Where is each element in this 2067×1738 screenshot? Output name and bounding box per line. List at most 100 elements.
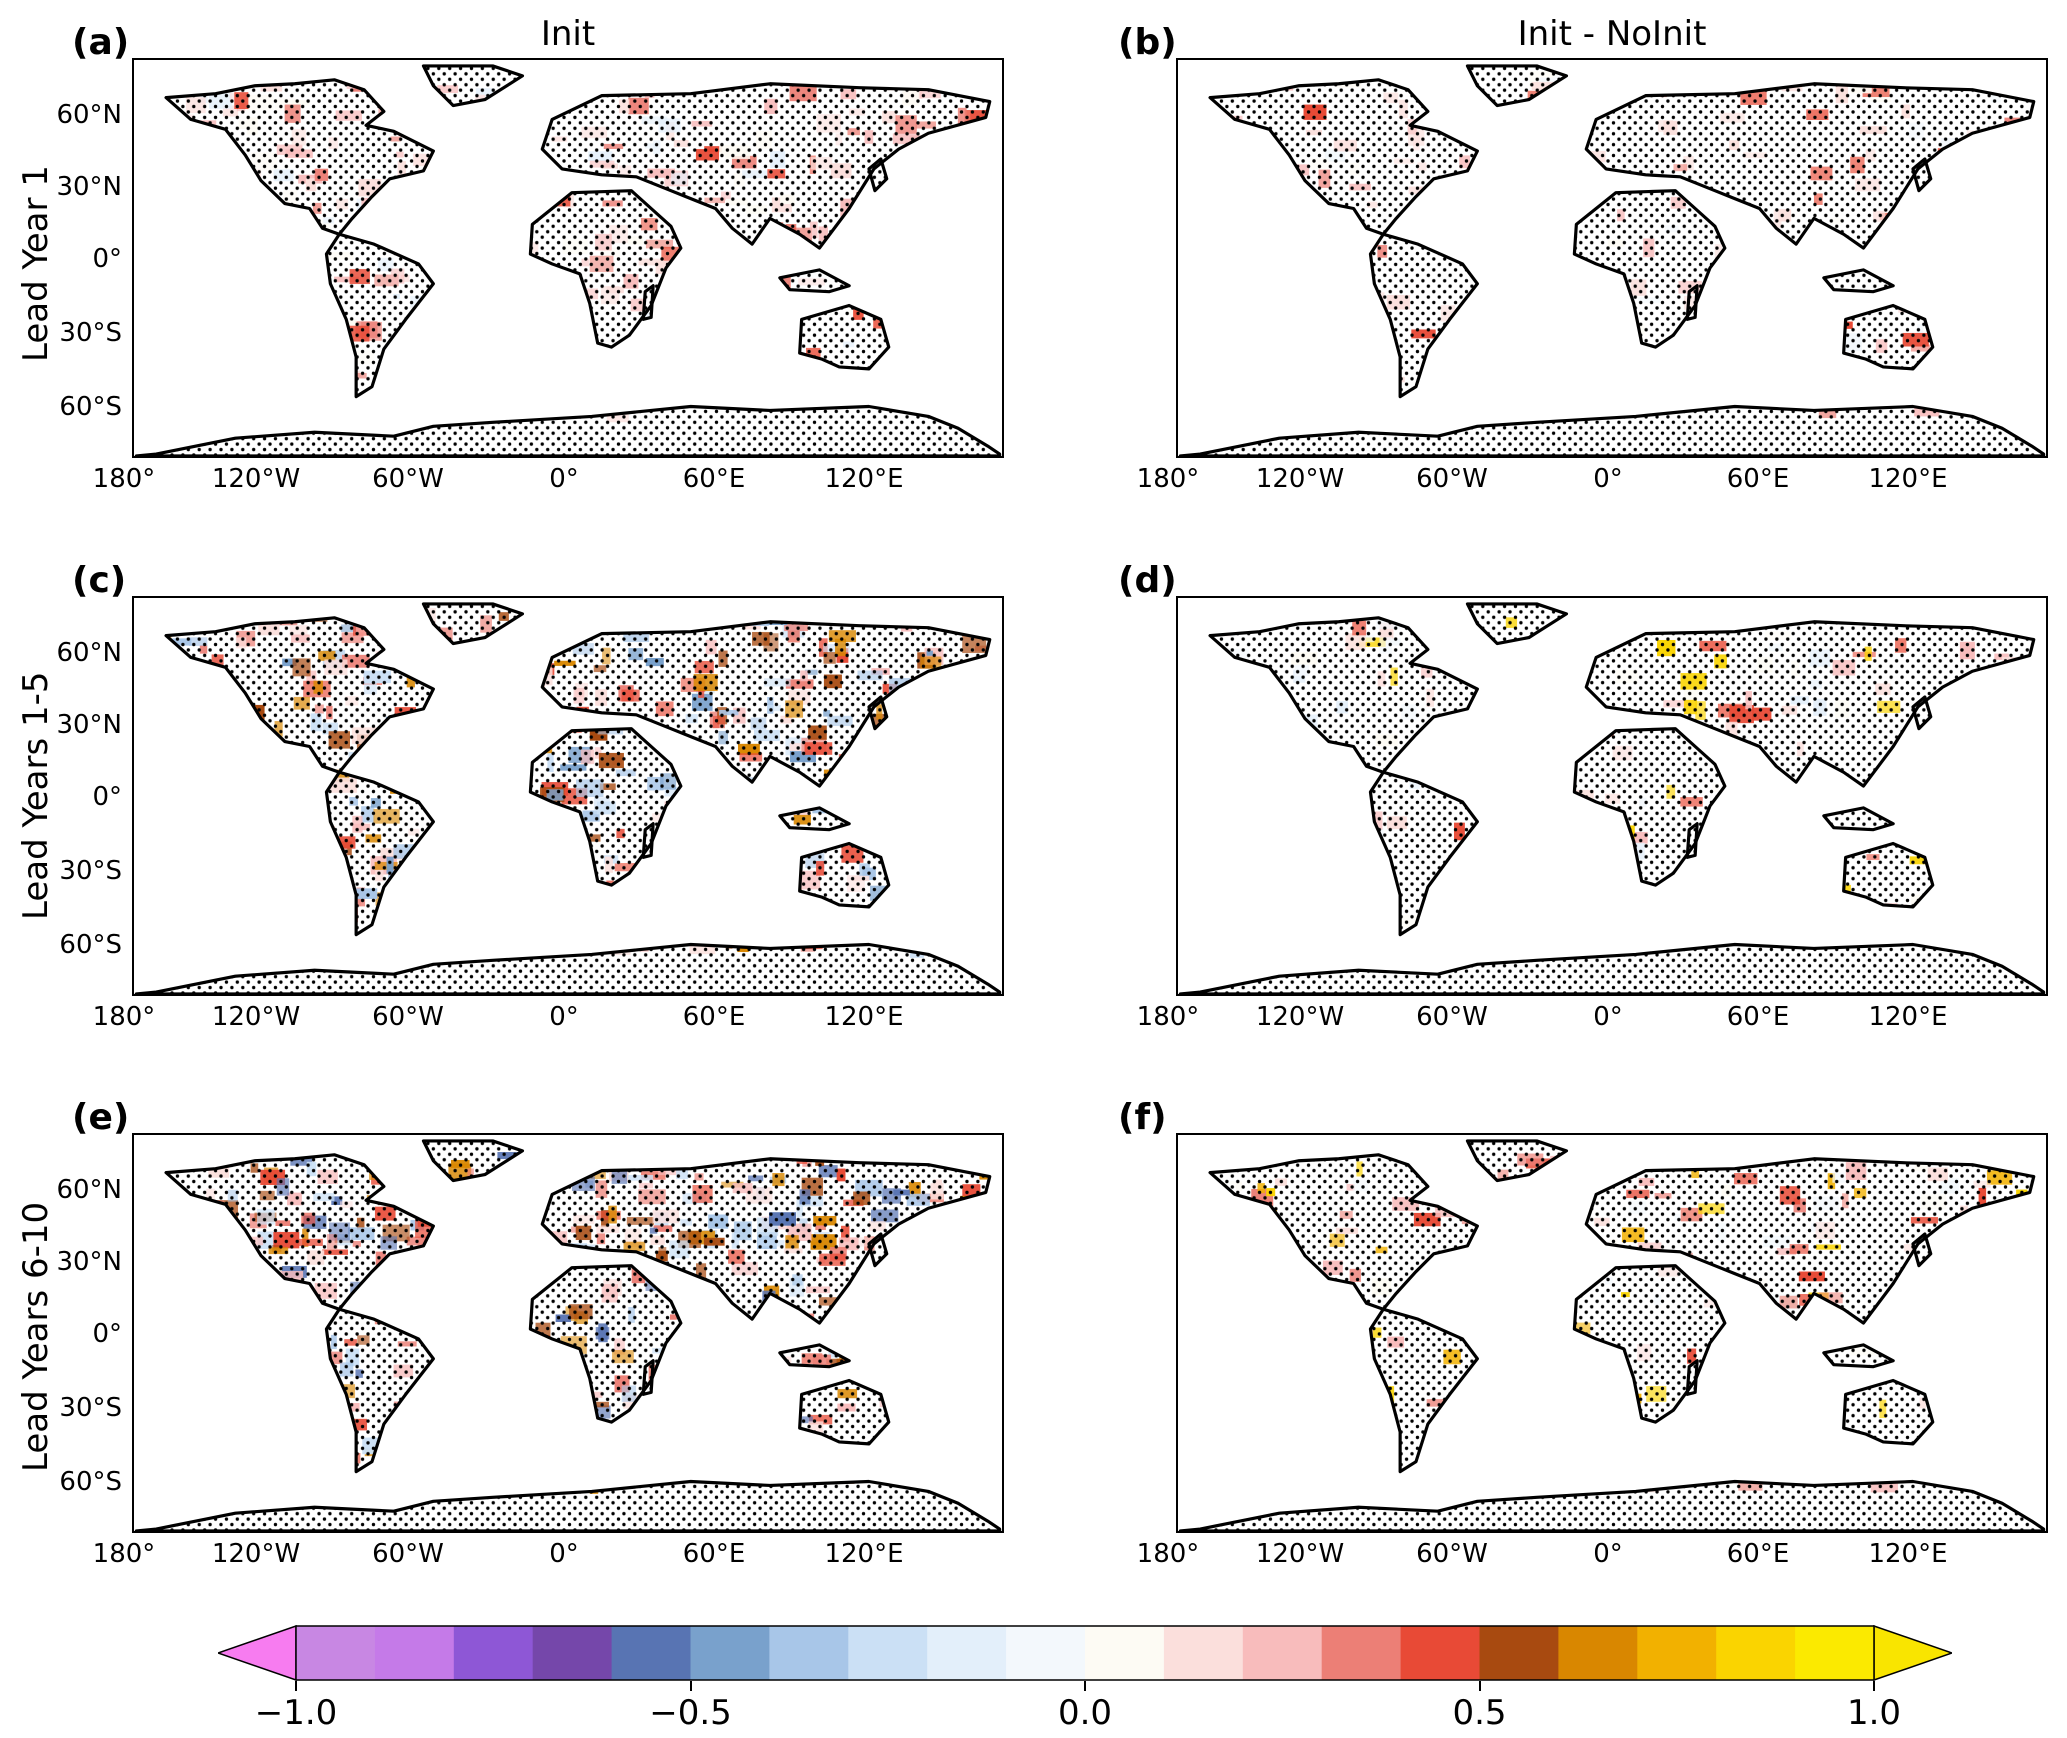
field-cell — [881, 396, 894, 409]
field-cell — [823, 1449, 845, 1457]
field-cell — [1936, 608, 1944, 627]
field-cell — [974, 233, 998, 250]
field-cell — [204, 1441, 226, 1454]
field-cell — [175, 287, 190, 298]
field-cell — [207, 919, 222, 934]
field-cell — [259, 1366, 274, 1383]
field-cell — [234, 1447, 259, 1460]
field-cell — [419, 205, 447, 220]
field-cell — [219, 1229, 240, 1248]
field-cell — [1985, 405, 2008, 422]
field-cell — [427, 922, 452, 938]
colorbar-segment — [1795, 1626, 1875, 1680]
field-cell — [290, 758, 306, 774]
field-cell — [167, 1456, 178, 1462]
field-cell — [1221, 1374, 1233, 1392]
field-cell — [618, 912, 637, 921]
field-cell — [476, 865, 491, 883]
field-cell — [189, 1275, 210, 1294]
field-cell — [1580, 1432, 1607, 1451]
field-cell — [172, 1463, 195, 1480]
field-cell — [1605, 185, 1632, 191]
field-cell — [1900, 220, 1921, 239]
field-cell — [501, 703, 529, 715]
field-cell — [1759, 886, 1787, 897]
field-cell — [1457, 900, 1481, 916]
field-cell — [830, 1320, 857, 1336]
field-cell — [709, 1442, 726, 1457]
field-cell — [1431, 73, 1443, 86]
coastline-antarctica — [1178, 942, 2046, 994]
field-cell — [1577, 842, 1602, 855]
field-cell — [420, 405, 447, 422]
field-cell — [1451, 1156, 1466, 1175]
field-cell — [216, 682, 231, 691]
field-cell — [231, 73, 244, 82]
field-cell — [1408, 223, 1418, 232]
field-cell — [742, 815, 763, 829]
field-cell — [1224, 219, 1240, 225]
field-cell — [483, 648, 496, 660]
field-cell — [922, 915, 931, 933]
field-cell — [137, 755, 164, 766]
field-cell — [935, 839, 951, 852]
field-cell — [518, 134, 536, 148]
field-cell — [1348, 299, 1360, 311]
field-cell — [1713, 1377, 1726, 1386]
field-cell — [183, 189, 194, 200]
field-cell — [1496, 1372, 1511, 1381]
field-cell — [989, 1186, 1000, 1204]
field-cell — [1561, 791, 1575, 800]
field-cell — [412, 247, 422, 262]
colorbar — [218, 1625, 1952, 1681]
field-cell — [776, 314, 785, 321]
field-cell — [535, 1256, 549, 1263]
field-cell — [274, 1313, 295, 1322]
colorbar-segment — [1321, 1626, 1402, 1680]
field-cell — [1242, 158, 1262, 174]
field-cell — [505, 210, 516, 229]
field-cell — [263, 1378, 288, 1394]
field-cell — [1944, 1454, 1958, 1462]
field-cell — [857, 1351, 881, 1368]
field-cell — [1308, 382, 1321, 398]
field-cell — [449, 1340, 466, 1357]
field-cell — [1206, 664, 1214, 675]
field-cell — [538, 315, 555, 325]
field-cell — [436, 1226, 448, 1243]
field-cell — [1560, 1316, 1568, 1325]
field-cell — [990, 836, 1000, 846]
coastline-samerica — [324, 1307, 435, 1474]
field-cell — [713, 320, 741, 336]
field-cell — [1444, 1263, 1465, 1281]
lat-tick-label: 30°S — [59, 1393, 122, 1423]
field-cell — [404, 756, 417, 762]
field-cell — [1439, 1424, 1461, 1433]
column-title-init: Init — [540, 14, 596, 54]
field-cell — [429, 1253, 446, 1271]
field-cell — [243, 911, 261, 929]
field-cell — [571, 619, 594, 635]
field-cell — [448, 1434, 470, 1452]
field-cell — [542, 878, 562, 896]
lon-tick-label: 120°E — [1868, 464, 1948, 494]
field-cell — [308, 1361, 317, 1378]
field-cell — [517, 1341, 527, 1347]
field-cell — [811, 795, 835, 805]
field-cell — [708, 914, 721, 928]
field-cell — [780, 245, 799, 255]
field-cell — [1205, 1439, 1216, 1457]
field-cell — [1352, 913, 1371, 933]
field-cell — [1276, 762, 1292, 779]
field-cell — [1570, 620, 1586, 635]
field-cell — [917, 1238, 935, 1252]
field-cell — [141, 943, 155, 959]
field-cell — [975, 402, 984, 416]
field-cell — [1268, 340, 1285, 354]
field-cell — [1452, 769, 1467, 781]
field-cell — [1993, 1443, 2010, 1456]
field-cell — [737, 361, 758, 380]
field-cell — [1363, 364, 1385, 379]
coastline-indonesia — [778, 1343, 851, 1369]
field-cell — [221, 220, 232, 227]
